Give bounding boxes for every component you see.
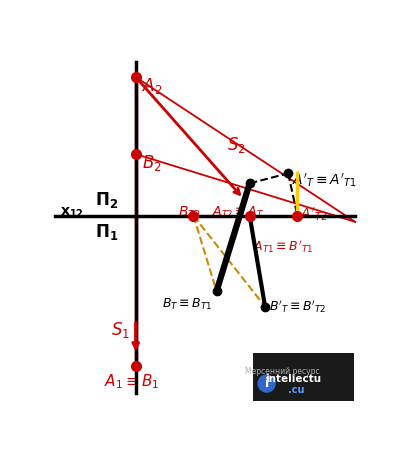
Text: $A_1 \equiv B_1$: $A_1 \equiv B_1$ <box>104 372 160 391</box>
Text: $A_2$: $A_2$ <box>142 76 162 95</box>
Text: intellectu: intellectu <box>266 374 322 384</box>
Text: $\mathbf{\Pi_1}$: $\mathbf{\Pi_1}$ <box>95 222 118 242</box>
Text: $A'_{T2}$: $A'_{T2}$ <box>300 205 328 223</box>
Text: .cu: .cu <box>288 385 305 395</box>
Text: $\mathbf{x_{12}}$: $\mathbf{x_{12}}$ <box>60 205 84 220</box>
Text: $A'_T \equiv A'_{T1}$: $A'_T \equiv A'_{T1}$ <box>292 172 356 189</box>
FancyBboxPatch shape <box>253 353 354 400</box>
Text: $S_1$: $S_1$ <box>111 320 130 340</box>
Text: $A_{T1} \equiv B'_{T1}$: $A_{T1} \equiv B'_{T1}$ <box>253 238 313 255</box>
Text: $B_2$: $B_2$ <box>142 153 162 172</box>
Text: $B'_T \equiv B'_{T2}$: $B'_T \equiv B'_{T2}$ <box>269 298 326 315</box>
Text: $S_2$: $S_2$ <box>226 135 245 155</box>
Circle shape <box>258 375 275 392</box>
Text: $B_{T2}$: $B_{T2}$ <box>178 205 201 221</box>
Text: $A_{T2} \equiv A_T$: $A_{T2} \equiv A_T$ <box>212 205 264 220</box>
Text: $B_T \equiv B_{T1}$: $B_T \equiv B_{T1}$ <box>162 297 213 312</box>
Text: i: i <box>264 377 269 390</box>
Text: $\mathbf{\Pi_2}$: $\mathbf{\Pi_2}$ <box>95 189 118 210</box>
Text: Мерсенний ресурс: Мерсенний ресурс <box>245 367 319 376</box>
